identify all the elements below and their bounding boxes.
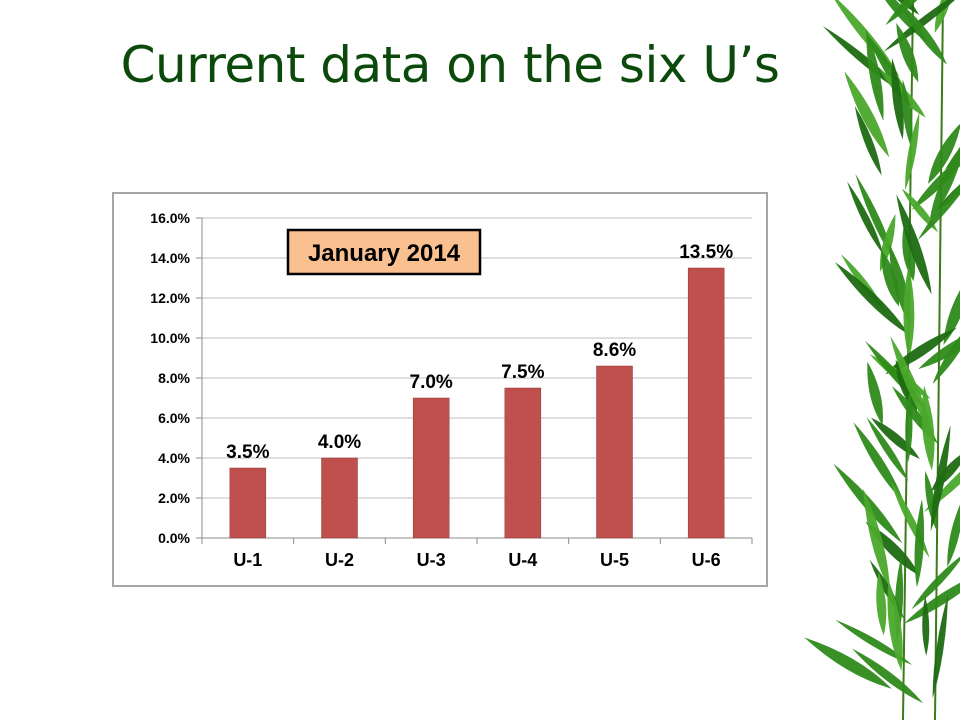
bars [229,267,725,539]
y-tick-label: 16.0% [150,210,190,226]
y-tick-label: 4.0% [158,450,190,466]
data-label: 7.0% [410,372,453,393]
data-label: 7.5% [501,362,544,383]
x-tick-label: U-1 [233,550,262,570]
y-tick-label: 0.0% [158,530,190,546]
data-label: 4.0% [318,432,361,453]
slide-title: Current data on the six U’s [120,36,780,94]
axes [196,217,753,544]
bar-chart: 0.0% 2.0% 4.0% 6.0% 8.0% 10.0% 12.0% 14.0% 16.0%… [150,210,753,570]
x-tick-label: U-4 [508,550,537,570]
y-tick-label: 12.0% [150,290,190,306]
bar-u-4 [504,387,542,539]
x-tick-label: U-6 [692,550,721,570]
data-label: 8.6% [593,340,636,361]
y-tick-label: 8.0% [158,370,190,386]
bar-u-5 [596,365,633,539]
chart-title-box [286,228,482,276]
chart-title: January 2014 [308,240,461,267]
y-tick-label: 14.0% [150,250,190,266]
bar-u-2 [321,457,358,539]
y-tick-label: 10.0% [150,330,190,346]
x-tick-label: U-3 [417,550,446,570]
gridlines [202,217,752,539]
chart-frame: 0.0% 2.0% 4.0% 6.0% 8.0% 10.0% 12.0% 14.0% 16.0%… [112,192,768,587]
data-label: 3.5% [226,442,269,463]
chart-title-callout: January 2014 [286,228,482,276]
bar-u-6 [687,267,725,539]
bar-u-1 [229,467,267,539]
x-tick-label: U-5 [600,550,629,570]
bar-u-3 [412,397,450,539]
bamboo-leaves-icon [804,0,960,720]
data-label: 13.5% [679,242,733,263]
labels: 0.0% 2.0% 4.0% 6.0% 8.0% 10.0% 12.0% 14.0% 16.0%… [150,210,733,570]
x-tick-label: U-2 [325,550,354,570]
y-tick-label: 6.0% [158,410,190,426]
y-tick-label: 2.0% [158,490,190,506]
